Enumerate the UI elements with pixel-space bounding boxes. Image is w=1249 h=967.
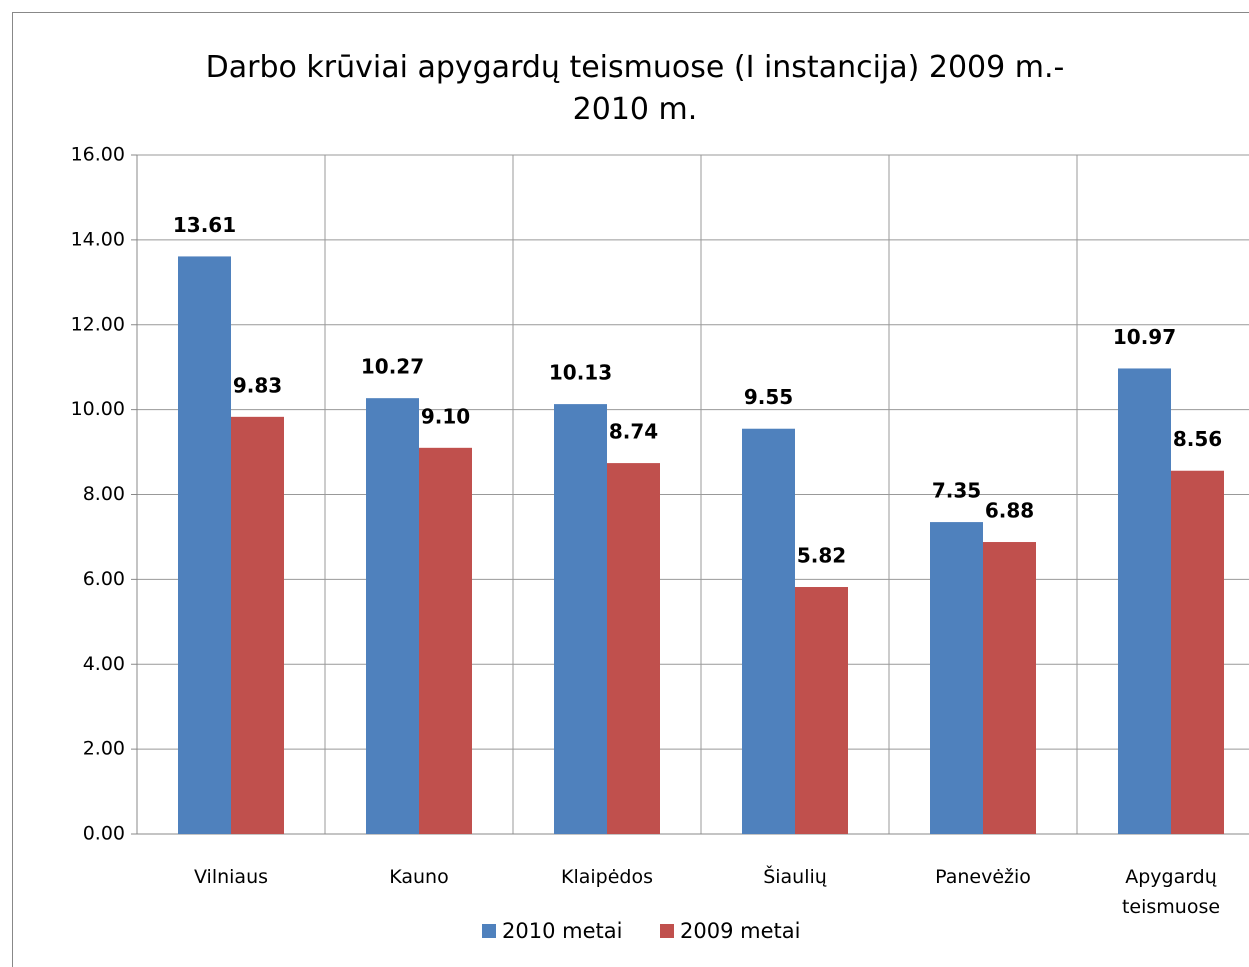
y-tick-label: 6.00 xyxy=(83,568,125,590)
y-tick-label: 14.00 xyxy=(71,228,125,250)
data-label: 8.74 xyxy=(609,420,658,444)
bar xyxy=(366,398,419,834)
data-label: 10.97 xyxy=(1113,325,1176,349)
data-label: 7.35 xyxy=(932,479,981,503)
bar xyxy=(983,542,1036,834)
bar xyxy=(231,416,284,834)
data-label: 9.10 xyxy=(421,404,470,428)
data-label: 9.55 xyxy=(744,385,793,409)
bar xyxy=(930,522,983,834)
x-tick-label: Panevėžio xyxy=(935,866,1031,888)
x-tick-label: Vilniaus xyxy=(193,866,269,888)
y-tick-label: 8.00 xyxy=(83,483,125,505)
data-label: 10.27 xyxy=(361,355,424,379)
legend-swatch xyxy=(482,924,496,938)
legend-label: 2009 metai xyxy=(680,919,800,943)
y-tick-label: 0.00 xyxy=(83,823,125,845)
y-tick-label: 2.00 xyxy=(83,738,125,760)
data-label: 13.61 xyxy=(173,213,236,237)
data-label: 8.56 xyxy=(1173,427,1222,451)
bar xyxy=(554,404,607,834)
data-label: 5.82 xyxy=(797,544,846,568)
legend-label: 2010 metai xyxy=(502,919,622,943)
bar xyxy=(178,256,231,834)
bar xyxy=(1171,470,1224,834)
y-tick-label: 10.00 xyxy=(71,398,125,420)
x-tick-label: Šiaulių xyxy=(763,866,827,888)
x-tick-label: Kauno xyxy=(389,866,449,888)
x-tick-label: Klaipėdos xyxy=(561,866,653,888)
bar xyxy=(419,447,472,834)
y-tick-label: 4.00 xyxy=(83,653,125,675)
y-tick-label: 12.00 xyxy=(71,313,125,335)
chart-title: Darbo krūviai apygardų teismuose (I inst… xyxy=(206,50,1065,127)
y-tick-label: 16.00 xyxy=(71,144,125,166)
data-label: 6.88 xyxy=(985,499,1034,523)
x-tick-label: Apygardų teismuose xyxy=(1121,866,1221,918)
data-label: 9.83 xyxy=(233,373,282,397)
bar xyxy=(607,463,660,834)
bar xyxy=(742,428,795,834)
bar xyxy=(795,587,848,834)
bar xyxy=(1118,368,1171,834)
legend-swatch xyxy=(660,924,674,938)
data-label: 10.13 xyxy=(549,361,612,385)
